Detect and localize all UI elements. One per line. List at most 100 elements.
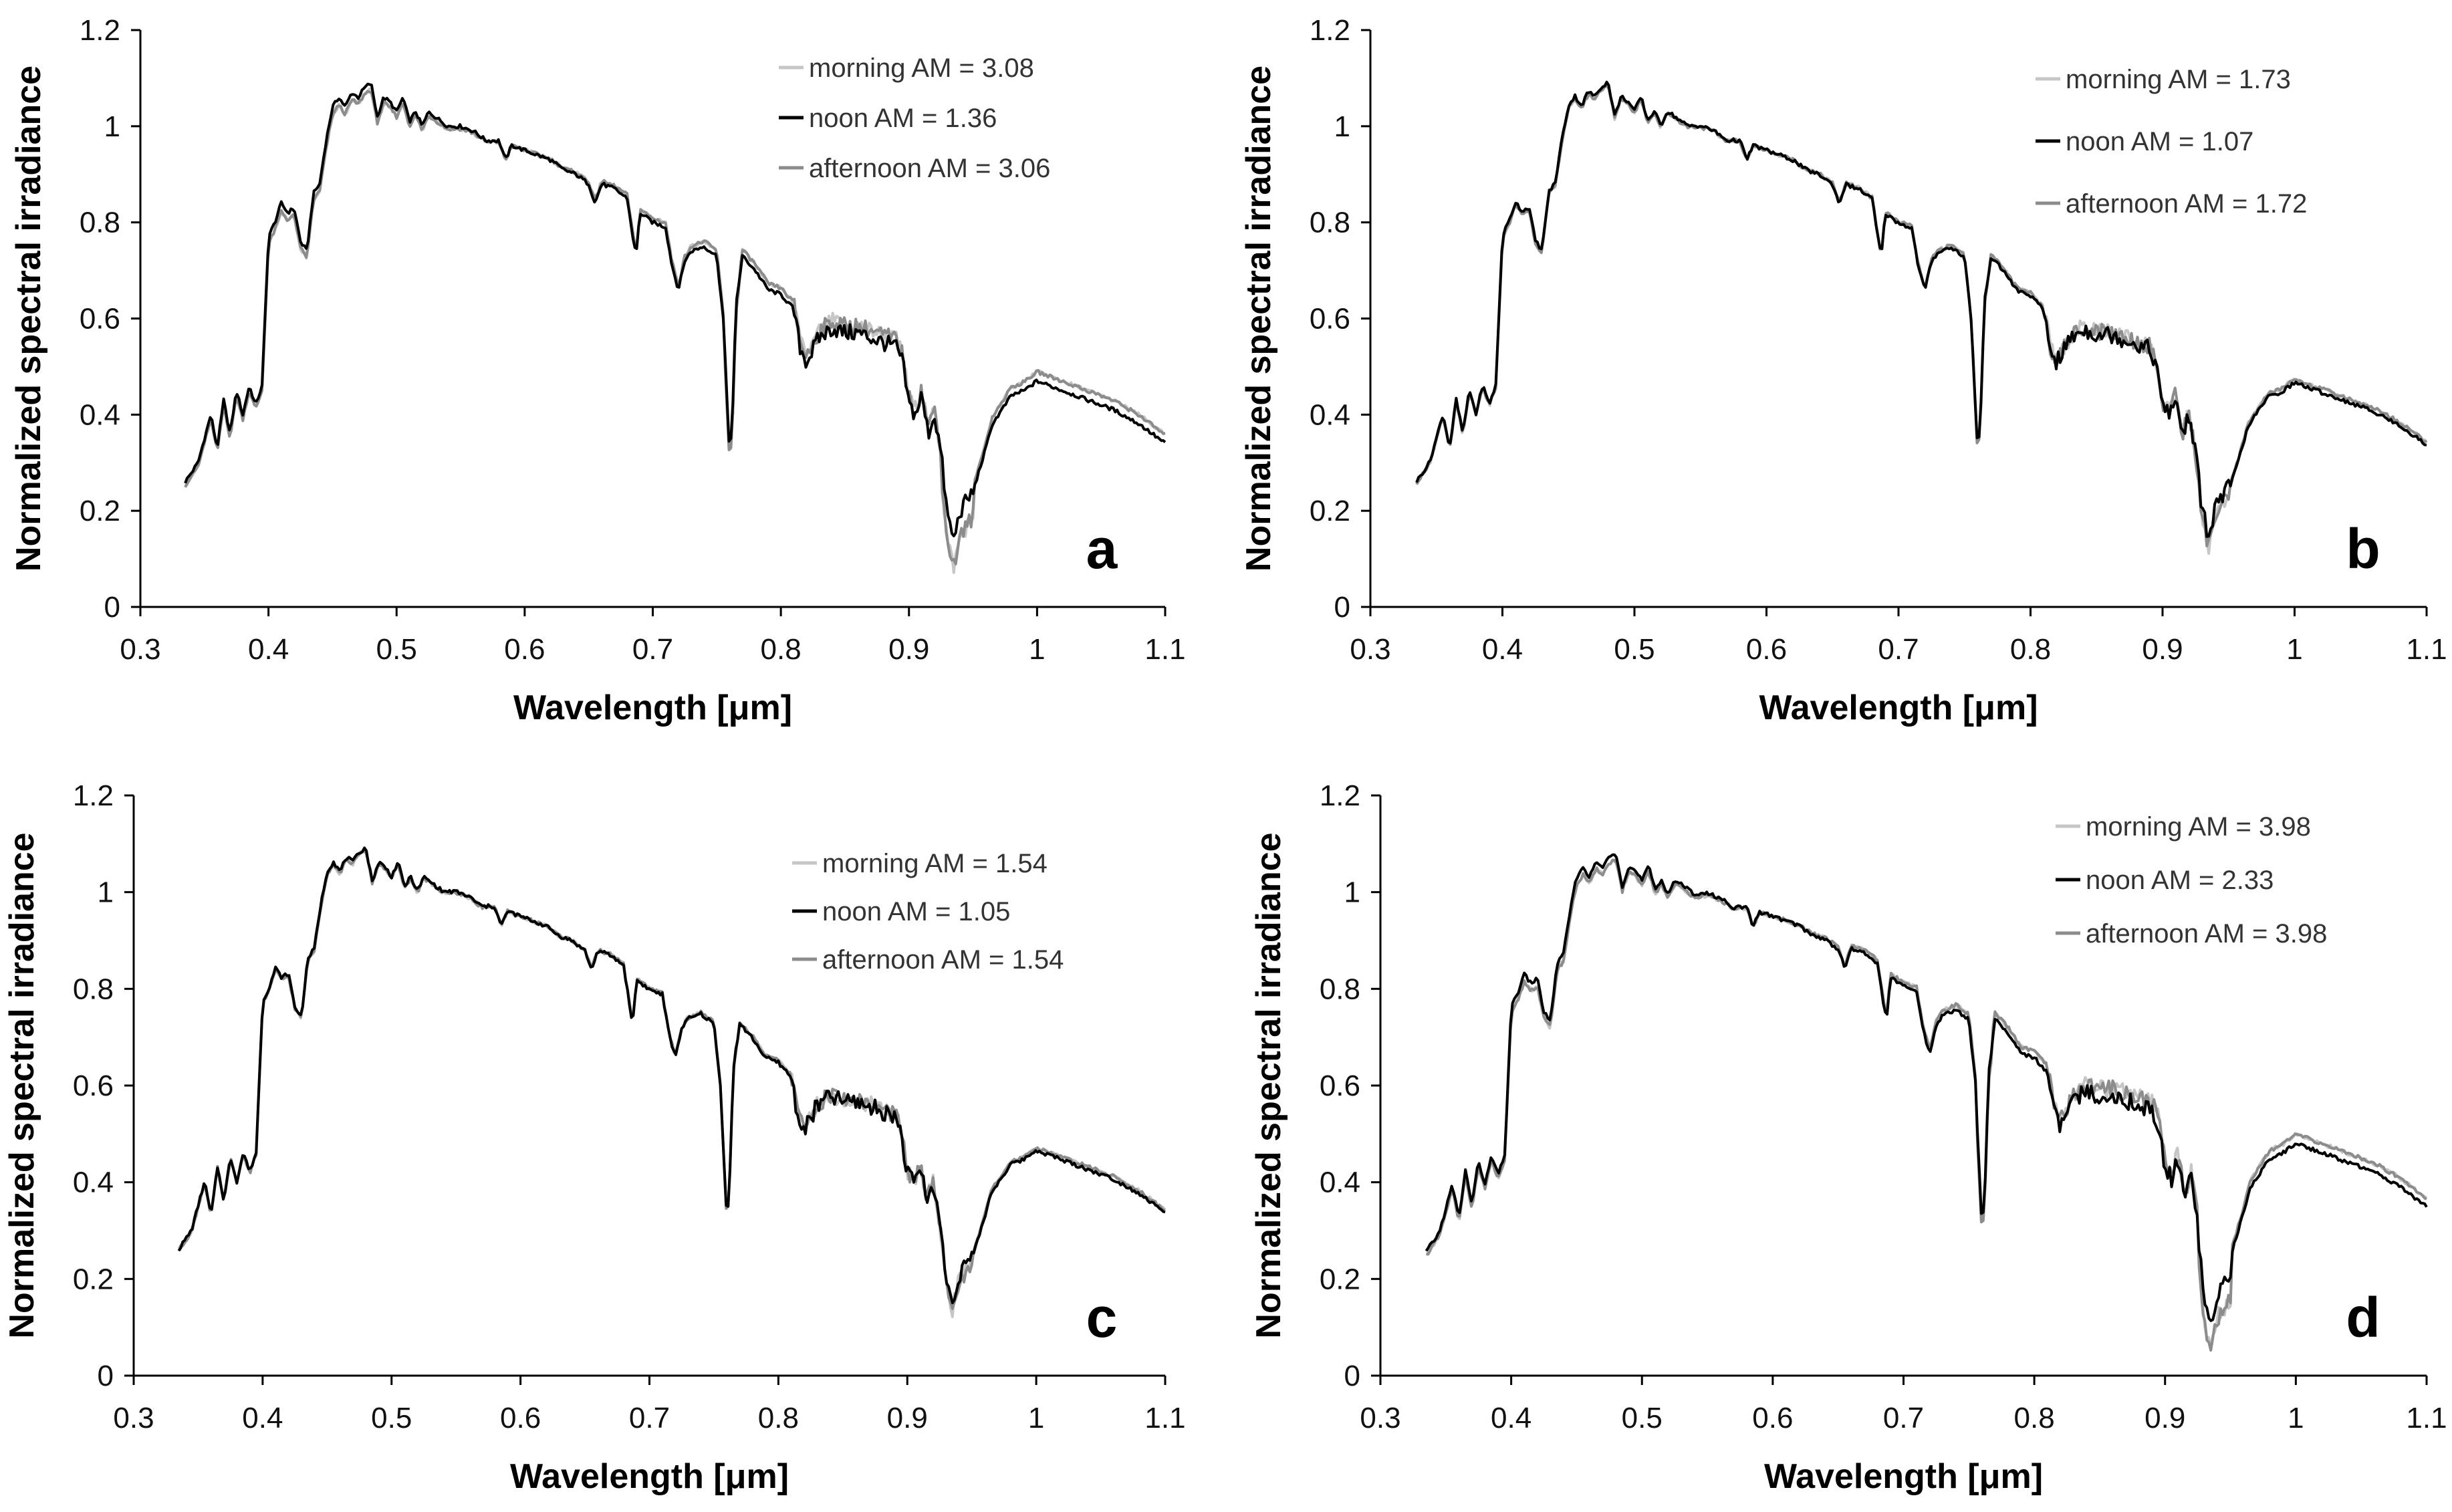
x-tick-label: 0.7	[632, 633, 673, 666]
y-tick-label: 0	[1334, 591, 1350, 624]
panel-a: 0.3 0.4 0.5 0.6 0.7 0.8 0.9 1 1.1 0 0.2 0.4 0.6 0.8 1 1…	[9, 14, 1186, 727]
x-tick-label: 1.1	[2406, 1402, 2447, 1434]
panel-label: d	[2346, 1286, 2380, 1349]
series-line-afternoon	[177, 847, 1166, 1310]
x-tick-label: 0.6	[1752, 1402, 1793, 1434]
y-tick-label: 1.2	[1320, 779, 1360, 812]
y-tick-label: 0.2	[73, 1263, 114, 1295]
x-axis-title: Wavelength [μm]	[1764, 1457, 2043, 1496]
x-axis-title-unit: μm	[1974, 688, 2026, 727]
x-axis-title: Wavelength [μm]	[1759, 688, 2038, 727]
x-tick-label: 0.5	[1614, 633, 1654, 666]
legend-entry: noon AM = 2.33	[2086, 866, 2274, 895]
x-axis-title-prefix: Wavelength [	[513, 688, 729, 727]
x-tick-label: 0.7	[629, 1402, 670, 1434]
x-tick-label: 0.4	[1491, 1402, 1531, 1434]
legend-entry: afternoon AM = 1.54	[822, 945, 1064, 975]
x-tick-label: 0.8	[758, 1402, 799, 1434]
x-axis-title-prefix: Wavelength [	[1764, 1457, 1979, 1496]
y-tick-label: 1.2	[73, 779, 114, 812]
x-tick-label: 1	[1028, 1402, 1044, 1434]
x-tick-label: 0.8	[2014, 1402, 2055, 1434]
y-axis-title: Normalized spectral irradiance	[1239, 66, 1278, 572]
panel-b: 0.3 0.4 0.5 0.6 0.7 0.8 0.9 1 1.1 0 0.2 0.4 0.6 0.8 1 1…	[1239, 14, 2447, 727]
x-tick-label: 0.6	[504, 633, 545, 666]
y-tick-label: 0.8	[1320, 973, 1360, 1005]
series-line-morning	[177, 850, 1167, 1318]
y-tick-label: 0	[104, 591, 120, 624]
panel-label: a	[1086, 517, 1118, 580]
x-axis-title-unit: μm	[725, 1457, 777, 1496]
x-tick-label: 0.9	[2142, 633, 2183, 666]
series-line-noon	[184, 82, 1167, 537]
x-tick-label: 1.1	[1144, 1402, 1185, 1434]
y-tick-label: 0.4	[1320, 1166, 1360, 1199]
panel-d: 0.3 0.4 0.5 0.6 0.7 0.8 0.9 1 1.1 0 0.2 0.4 0.6 0.8 1 1…	[1249, 779, 2447, 1496]
y-axis-title: Normalized spectral irradiance	[1249, 832, 1288, 1338]
x-tick-label: 0.8	[761, 633, 802, 666]
x-axis-title-prefix: Wavelength [	[510, 1457, 725, 1496]
y-tick-label: 0.4	[1310, 398, 1350, 431]
legend-entry: noon AM = 1.36	[809, 104, 997, 133]
x-tick-label: 0.5	[371, 1402, 412, 1434]
legend-entry: noon AM = 1.05	[822, 897, 1010, 926]
y-tick-label: 1	[104, 110, 120, 143]
panel-label: b	[2346, 517, 2380, 580]
series-line-noon	[1425, 853, 2428, 1322]
y-tick-label: 0.8	[73, 973, 114, 1005]
y-tick-label: 0.2	[1310, 495, 1350, 527]
x-axis-title-unit: μm	[729, 688, 781, 727]
y-tick-label: 0	[98, 1360, 114, 1392]
y-tick-label: 1	[1334, 110, 1350, 143]
x-tick-label: 0.3	[120, 633, 160, 666]
legend-entry: morning AM = 3.08	[809, 53, 1034, 83]
x-tick-label: 0.6	[500, 1402, 541, 1434]
y-tick-label: 0.8	[80, 207, 120, 239]
x-tick-label: 0.3	[1360, 1402, 1400, 1434]
x-tick-label: 0.3	[1350, 633, 1390, 666]
y-tick-label: 1.2	[1310, 14, 1350, 47]
x-axis-title: Wavelength [μm]	[510, 1457, 789, 1496]
x-tick-label: 0.4	[248, 633, 289, 666]
x-tick-label: 0.8	[2010, 633, 2051, 666]
x-axis-title-unit: μm	[1979, 1457, 2032, 1496]
y-tick-label: 0.8	[1310, 207, 1350, 239]
series-line-noon	[1415, 80, 2427, 538]
y-tick-label: 0.6	[1320, 1069, 1360, 1102]
y-tick-label: 0.6	[1310, 303, 1350, 336]
x-tick-label: 0.5	[1622, 1402, 1663, 1434]
legend-entry: morning AM = 1.73	[2066, 65, 2291, 94]
x-axis-title: Wavelength [μm]	[513, 688, 792, 727]
y-tick-label: 0.2	[1320, 1263, 1360, 1295]
y-tick-label: 0	[1344, 1360, 1360, 1392]
x-tick-label: 1	[2288, 1402, 2304, 1434]
y-tick-label: 1.2	[80, 14, 120, 47]
legend-entry: morning AM = 3.98	[2086, 812, 2311, 842]
x-tick-label: 0.3	[113, 1402, 154, 1434]
x-axis-title-suffix: ]	[777, 1457, 789, 1496]
y-tick-label: 0.6	[73, 1069, 114, 1102]
x-tick-label: 1	[2286, 633, 2302, 666]
series-line-morning	[1415, 82, 2428, 555]
legend-entry: afternoon AM = 1.72	[2066, 189, 2307, 219]
y-tick-label: 0.4	[73, 1166, 114, 1199]
x-tick-label: 0.4	[242, 1402, 283, 1434]
x-tick-label: 0.9	[887, 1402, 928, 1434]
y-axis-title: Normalized spectral irradiance	[9, 66, 48, 572]
y-tick-label: 1	[1344, 876, 1360, 909]
series-line-afternoon	[1415, 84, 2428, 547]
x-axis-title-suffix: ]	[781, 688, 792, 727]
x-tick-label: 0.7	[1878, 633, 1919, 666]
x-tick-label: 0.4	[1482, 633, 1523, 666]
x-tick-label: 1	[1029, 633, 1045, 666]
x-tick-label: 0.5	[376, 633, 417, 666]
x-tick-label: 0.9	[888, 633, 929, 666]
x-tick-label: 1.1	[2406, 633, 2447, 666]
panel-label: c	[1086, 1286, 1118, 1349]
legend-entry: afternoon AM = 3.06	[809, 154, 1050, 183]
y-tick-label: 0.4	[80, 398, 120, 431]
legend-entry: morning AM = 1.54	[822, 849, 1048, 878]
series-line-noon	[177, 846, 1166, 1305]
y-axis-title: Normalized spectral irradiance	[3, 832, 41, 1338]
